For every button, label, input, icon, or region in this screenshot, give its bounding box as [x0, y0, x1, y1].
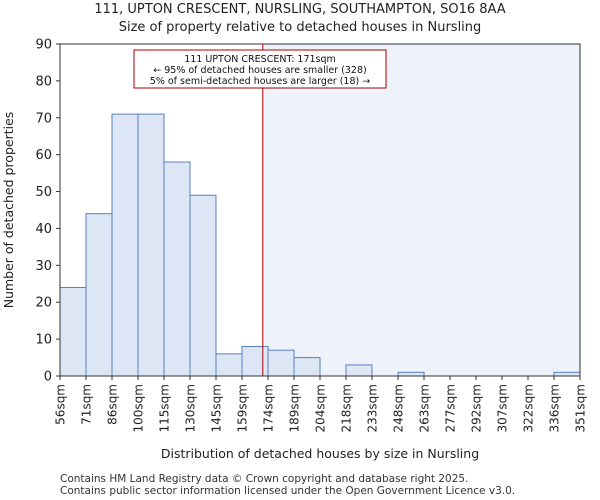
histogram-bar: [85, 213, 113, 377]
annotation-line-1: 111 UPTON CRESCENT: 171sqm: [184, 54, 336, 65]
histogram-bar: [111, 113, 139, 377]
x-tick-label: 174sqm: [262, 384, 276, 432]
y-tick-label: 40: [35, 222, 52, 237]
y-axis-label: Number of detached properties: [1, 112, 16, 309]
y-tick-label: 20: [35, 296, 52, 311]
x-tick-label: 322sqm: [522, 384, 536, 432]
x-tick-label: 86sqm: [106, 384, 120, 425]
histogram-bar: [241, 345, 269, 377]
x-tick-label: 71sqm: [80, 384, 94, 425]
histogram-bar: [189, 194, 217, 377]
histogram-bar: [553, 371, 581, 377]
x-tick-label: 115sqm: [158, 384, 172, 432]
x-tick-label: 204sqm: [314, 384, 328, 432]
x-tick-label: 100sqm: [132, 384, 146, 432]
y-tick-label: 10: [35, 333, 52, 348]
x-tick-label: 56sqm: [54, 384, 68, 425]
x-tick-label: 159sqm: [236, 384, 250, 432]
histogram-bar: [293, 357, 321, 377]
y-tick-label: 80: [35, 74, 52, 89]
histogram-bar: [267, 349, 295, 377]
y-tick-label: 30: [35, 259, 52, 274]
annotation-line-3: 5% of semi-detached houses are larger (1…: [150, 76, 370, 87]
y-tick-label: 70: [35, 111, 52, 126]
y-tick-label: 50: [35, 185, 52, 200]
highlight-region: [262, 44, 580, 376]
y-tick-label: 60: [35, 148, 52, 163]
histogram-chart: 0 10 20 30 40 50 60 70 80 90 56sqm 71sqm 86sqm 100sqm…: [1, 38, 588, 462]
footer-line-2: Contains public sector information licen…: [60, 485, 516, 497]
x-tick-label: 307sqm: [496, 384, 510, 432]
histogram-bar: [59, 286, 87, 377]
x-tick-label: 336sqm: [548, 384, 562, 432]
x-tick-label: 130sqm: [184, 384, 198, 432]
histogram-bar: [137, 113, 165, 377]
x-tick-label: 263sqm: [418, 384, 432, 432]
x-tick-label: 248sqm: [392, 384, 406, 432]
y-tick-label: 0: [44, 370, 52, 385]
histogram-bar: [163, 161, 191, 377]
x-tick-label: 351sqm: [574, 384, 588, 432]
annotation-line-2: ← 95% of detached houses are smaller (32…: [153, 65, 366, 76]
x-tick-label: 292sqm: [470, 384, 484, 432]
x-axis-label: Distribution of detached houses by size …: [161, 446, 479, 461]
footer-line-1: Contains HM Land Registry data © Crown c…: [60, 473, 469, 485]
histogram-bar: [397, 371, 425, 377]
x-tick-label: 145sqm: [210, 384, 224, 432]
y-tick-label: 90: [35, 38, 52, 53]
histogram-bar: [215, 353, 243, 377]
x-tick-label: 218sqm: [340, 384, 354, 432]
x-tick-label: 233sqm: [366, 384, 380, 432]
x-tick-label: 189sqm: [288, 384, 302, 432]
histogram-bar: [345, 364, 373, 377]
chart-subtitle: Size of property relative to detached ho…: [118, 20, 482, 35]
x-tick-label: 277sqm: [444, 384, 458, 432]
chart-title: 111, UPTON CRESCENT, NURSLING, SOUTHAMPT…: [94, 2, 506, 17]
annotation-box: [133, 49, 387, 89]
